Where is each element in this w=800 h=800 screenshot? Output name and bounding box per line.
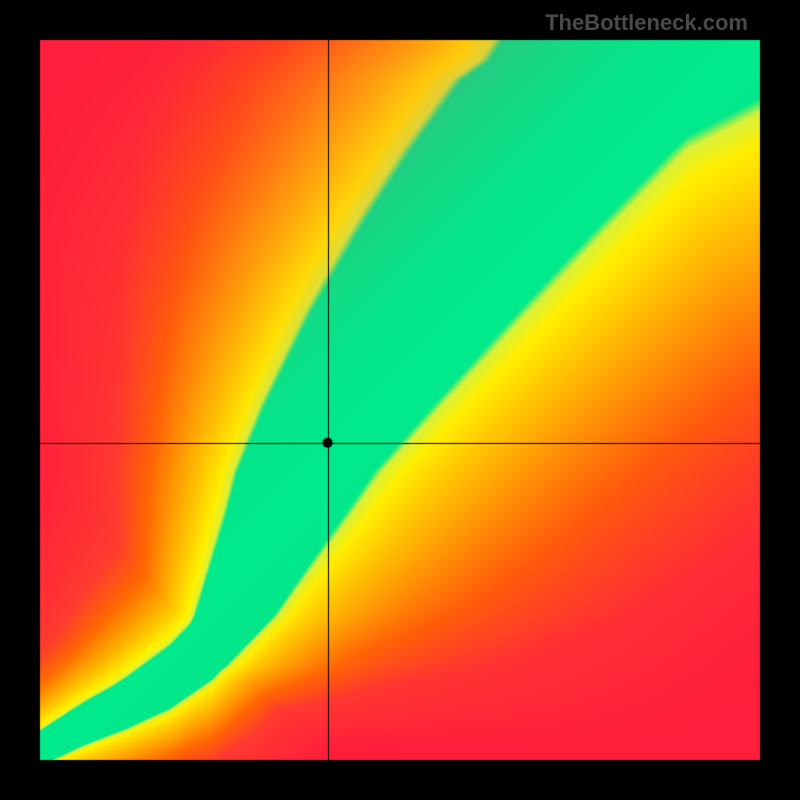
attribution-label: TheBottleneck.com <box>545 10 748 36</box>
chart-container: TheBottleneck.com <box>0 0 800 800</box>
bottleneck-heatmap <box>0 0 800 800</box>
